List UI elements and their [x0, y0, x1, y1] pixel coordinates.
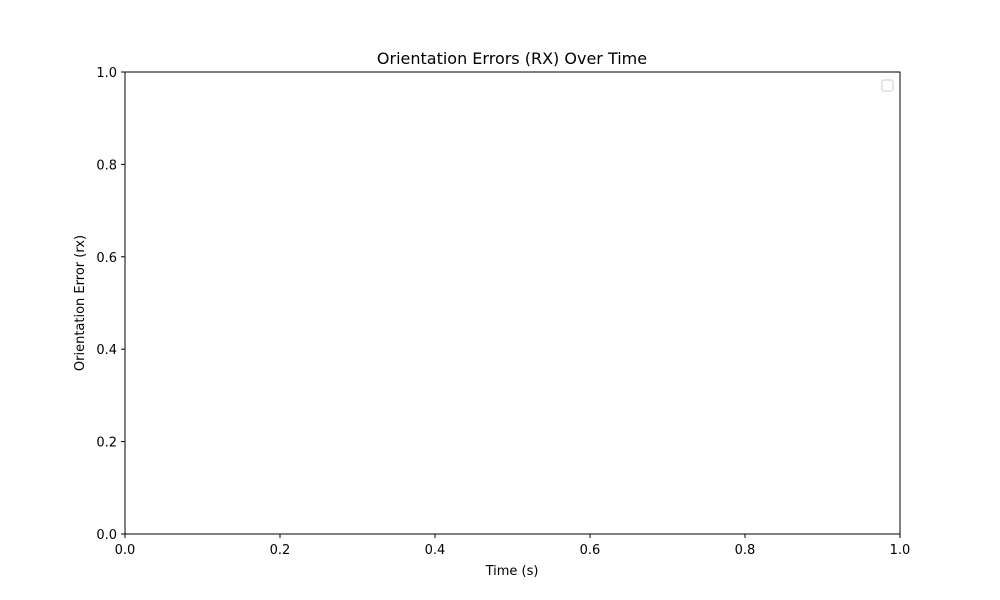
- x-tick-label: 0.4: [425, 543, 446, 558]
- y-tick-label: 1.0: [96, 66, 117, 81]
- y-axis: 0.0 0.2 0.4 0.6 0.8 1.0: [96, 66, 125, 543]
- y-tick-label: 0.8: [96, 158, 117, 173]
- x-tick-label: 0.6: [580, 543, 601, 558]
- y-tick-label: 0.4: [96, 343, 117, 358]
- x-axis: 0.0 0.2 0.4 0.6 0.8 1.0: [115, 534, 911, 558]
- y-tick-label: 0.6: [96, 251, 117, 266]
- x-tick-label: 0.2: [270, 543, 291, 558]
- y-axis-label: Orientation Error (rx): [73, 235, 88, 371]
- chart-title: Orientation Errors (RX) Over Time: [377, 49, 647, 68]
- x-axis-label: Time (s): [485, 564, 539, 579]
- x-tick-label: 0.8: [735, 543, 756, 558]
- x-tick-label: 1.0: [890, 543, 911, 558]
- y-tick-label: 0.0: [96, 528, 117, 543]
- legend-box: [881, 79, 894, 92]
- x-tick-label: 0.0: [115, 543, 136, 558]
- y-tick-label: 0.2: [96, 436, 117, 451]
- plot-area: [124, 71, 901, 535]
